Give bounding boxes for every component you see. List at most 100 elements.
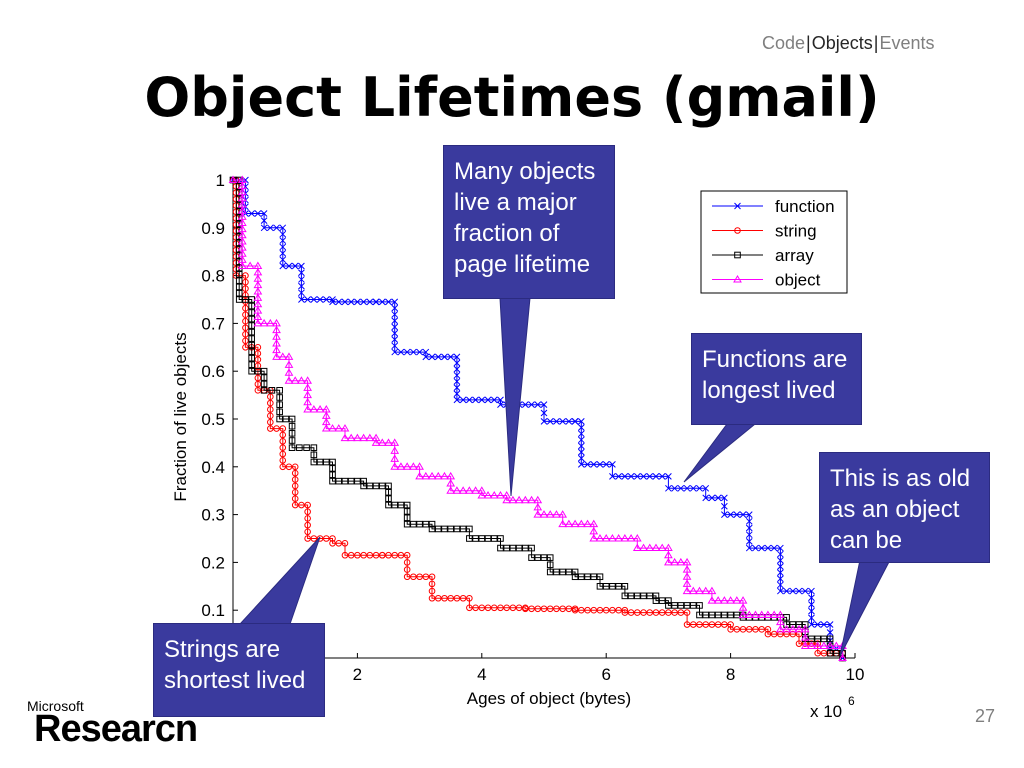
data-point bbox=[533, 502, 543, 511]
data-point bbox=[296, 444, 303, 451]
breadcrumb-item-events[interactable]: Events bbox=[879, 33, 935, 53]
data-point bbox=[533, 495, 543, 504]
y-tick-label: 0.7 bbox=[201, 314, 225, 333]
data-point bbox=[248, 328, 255, 336]
data-point bbox=[259, 318, 269, 327]
series-line-string bbox=[233, 179, 844, 658]
data-point bbox=[428, 594, 436, 602]
data-point bbox=[267, 425, 274, 432]
data-point bbox=[652, 473, 660, 480]
data-point bbox=[434, 525, 442, 533]
data-point bbox=[360, 482, 367, 490]
data-point bbox=[391, 304, 399, 312]
data-point bbox=[682, 557, 692, 566]
data-point bbox=[303, 383, 313, 391]
data-point bbox=[714, 621, 722, 628]
data-point bbox=[634, 609, 641, 616]
data-point bbox=[384, 438, 393, 446]
data-point bbox=[783, 630, 790, 638]
data-point bbox=[235, 271, 243, 278]
data-point bbox=[826, 621, 834, 628]
data-point bbox=[354, 551, 361, 559]
data-point bbox=[391, 342, 399, 350]
data-point bbox=[428, 573, 436, 581]
data-point bbox=[391, 501, 399, 509]
data-point bbox=[403, 501, 411, 509]
data-point bbox=[838, 653, 847, 661]
data-point bbox=[248, 354, 255, 362]
data-point bbox=[390, 462, 400, 470]
data-point bbox=[583, 519, 592, 528]
data-point bbox=[683, 609, 691, 616]
data-point bbox=[235, 277, 243, 284]
data-point bbox=[390, 446, 400, 454]
data-point bbox=[452, 486, 462, 494]
data-point bbox=[540, 401, 548, 409]
data-point bbox=[646, 609, 654, 616]
data-point bbox=[713, 596, 723, 604]
data-point bbox=[696, 621, 703, 628]
data-point bbox=[564, 519, 574, 528]
data-point bbox=[242, 291, 249, 299]
data-point bbox=[267, 418, 274, 426]
data-point bbox=[304, 508, 311, 516]
data-point bbox=[447, 594, 455, 602]
breadcrumb-item-objects[interactable]: Objects bbox=[811, 33, 873, 53]
data-point bbox=[276, 415, 283, 423]
data-point bbox=[391, 348, 399, 356]
data-point bbox=[777, 630, 784, 638]
data-point bbox=[695, 586, 704, 595]
data-point bbox=[397, 551, 405, 559]
data-point bbox=[303, 390, 313, 399]
data-point bbox=[335, 539, 343, 547]
data-point bbox=[378, 551, 386, 559]
data-point bbox=[577, 448, 585, 456]
data-point bbox=[276, 387, 283, 394]
data-point bbox=[353, 433, 362, 442]
data-point bbox=[347, 477, 355, 485]
data-point bbox=[237, 261, 247, 270]
data-point bbox=[596, 583, 604, 590]
data-point bbox=[268, 387, 276, 394]
data-point bbox=[472, 396, 479, 404]
data-point bbox=[721, 494, 728, 502]
data-point bbox=[303, 444, 310, 451]
data-point bbox=[707, 596, 717, 604]
data-point bbox=[441, 353, 448, 361]
data-point bbox=[390, 438, 400, 446]
data-point bbox=[291, 463, 299, 471]
series-function bbox=[229, 176, 846, 662]
data-point bbox=[552, 510, 561, 518]
data-point bbox=[745, 517, 753, 525]
data-point bbox=[615, 606, 622, 614]
data-point bbox=[242, 304, 249, 312]
data-point bbox=[745, 524, 753, 532]
data-point bbox=[279, 463, 287, 471]
data-point bbox=[640, 473, 647, 480]
data-point bbox=[288, 430, 296, 437]
legend-item-array: array bbox=[712, 246, 814, 265]
data-point bbox=[794, 624, 804, 633]
data-point bbox=[310, 451, 318, 459]
data-point bbox=[490, 604, 498, 612]
breadcrumb-item-code[interactable]: Code bbox=[762, 33, 806, 53]
data-point bbox=[272, 352, 281, 360]
data-point bbox=[595, 534, 605, 542]
data-point bbox=[290, 376, 300, 384]
data-point bbox=[298, 276, 305, 283]
data-point bbox=[721, 611, 728, 619]
data-point bbox=[428, 580, 436, 588]
data-point bbox=[304, 528, 311, 536]
data-point bbox=[621, 583, 629, 590]
data-point bbox=[677, 484, 685, 492]
data-point bbox=[758, 544, 766, 552]
data-point bbox=[702, 621, 710, 628]
data-point bbox=[359, 433, 368, 442]
data-point bbox=[428, 525, 436, 533]
data-point bbox=[385, 298, 392, 306]
data-point bbox=[696, 484, 703, 492]
data-point bbox=[391, 311, 399, 318]
data-point bbox=[745, 538, 753, 545]
y-tick-label: 0.8 bbox=[201, 267, 225, 286]
data-point bbox=[403, 520, 411, 528]
